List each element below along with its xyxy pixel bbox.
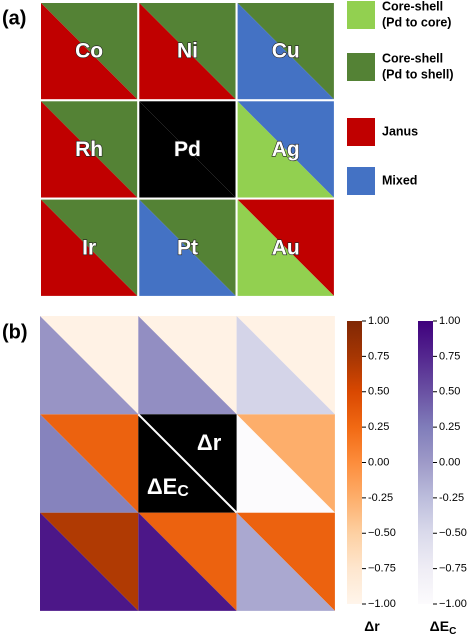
colorbar-tick-label: 0.25 bbox=[439, 421, 460, 433]
lower-triangle bbox=[40, 512, 139, 611]
lower-triangle bbox=[236, 414, 335, 513]
element-label: Co bbox=[75, 40, 103, 63]
colorbar-tick-label: −1.00 bbox=[368, 598, 396, 610]
element-label: Rh bbox=[75, 138, 103, 161]
lower-triangle bbox=[40, 100, 139, 199]
colorbar-tick-label: −0.75 bbox=[368, 563, 396, 575]
lower-triangle bbox=[40, 414, 139, 513]
colorbar-tick-label: -0.25 bbox=[439, 492, 464, 504]
center-label-main: Δr bbox=[197, 430, 222, 455]
colorbar-tick-label: 1.00 bbox=[439, 315, 460, 327]
colorbar-tick-label: -0.25 bbox=[368, 492, 393, 504]
colorbar-tick-label: −0.50 bbox=[368, 527, 396, 539]
lower-triangle bbox=[138, 100, 237, 199]
colorbar-tick-label: 0.75 bbox=[368, 350, 389, 362]
colorbar-tick-label: 0.00 bbox=[439, 456, 460, 468]
colorbar-title: Δr bbox=[364, 618, 380, 634]
legend-text: (Pd to core) bbox=[382, 15, 451, 29]
lower-triangle bbox=[138, 198, 237, 297]
colorbar-title-sub: C bbox=[449, 626, 456, 637]
colorbar-title: ΔEC bbox=[430, 618, 457, 637]
legend-swatch bbox=[347, 1, 375, 29]
lower-triangle bbox=[40, 198, 139, 297]
cell-border bbox=[235, 197, 336, 298]
legend-text: Core-shell bbox=[382, 0, 443, 13]
panel-label: (a) bbox=[2, 7, 26, 29]
center-label: ΔEC bbox=[147, 474, 189, 500]
element-label: Cu bbox=[272, 40, 300, 63]
colorbar-tick-label: −0.50 bbox=[439, 527, 467, 539]
colorbar-tick-label: −0.75 bbox=[439, 563, 467, 575]
legend-text: (Pd to shell) bbox=[382, 67, 454, 81]
colorbar bbox=[347, 321, 362, 604]
element-label: Pt bbox=[177, 236, 198, 259]
colorbar-tick-label: 0.25 bbox=[368, 421, 389, 433]
element-label: Pd bbox=[174, 138, 201, 161]
legend-swatch bbox=[347, 118, 375, 146]
lower-triangle bbox=[40, 316, 139, 415]
legend-swatch bbox=[347, 53, 375, 81]
element-label: Ir bbox=[82, 236, 96, 259]
element-label: Ni bbox=[177, 40, 198, 63]
legend-text: Core-shell bbox=[382, 51, 443, 65]
colorbar-title-main: Δr bbox=[364, 618, 380, 634]
upper-triangle bbox=[138, 512, 237, 611]
colorbar-tick-label: 0.50 bbox=[439, 386, 460, 398]
lower-triangle bbox=[40, 2, 139, 101]
lower-triangle bbox=[236, 316, 335, 415]
colorbar-tick-label: 0.50 bbox=[368, 386, 389, 398]
colorbar-tick-label: 0.00 bbox=[368, 456, 389, 468]
center-diagonal bbox=[137, 413, 238, 514]
upper-triangle bbox=[236, 100, 335, 199]
lower-triangle bbox=[138, 316, 237, 415]
colorbar-title-main: ΔE bbox=[430, 618, 449, 634]
lower-triangle bbox=[236, 2, 335, 101]
center-label: Δr bbox=[197, 430, 222, 455]
element-label: Ag bbox=[272, 138, 300, 161]
legend-text: Mixed bbox=[382, 173, 417, 187]
legend-swatch bbox=[347, 167, 375, 195]
legend-text: Janus bbox=[382, 124, 418, 138]
colorbar-tick-label: 1.00 bbox=[368, 315, 389, 327]
lower-triangle bbox=[236, 512, 335, 611]
colorbar bbox=[418, 321, 433, 604]
element-label: Au bbox=[272, 236, 300, 259]
colorbar-tick-label: 0.75 bbox=[439, 350, 460, 362]
lower-triangle bbox=[236, 198, 335, 297]
center-label-main: ΔE bbox=[147, 474, 178, 499]
lower-triangle bbox=[138, 2, 237, 101]
center-label-sub: C bbox=[177, 483, 188, 500]
lower-triangle bbox=[236, 100, 335, 199]
panel-label: (b) bbox=[2, 321, 28, 343]
colorbar-tick-label: −1.00 bbox=[439, 598, 467, 610]
lower-triangle bbox=[138, 512, 237, 611]
upper-triangle bbox=[138, 316, 237, 415]
